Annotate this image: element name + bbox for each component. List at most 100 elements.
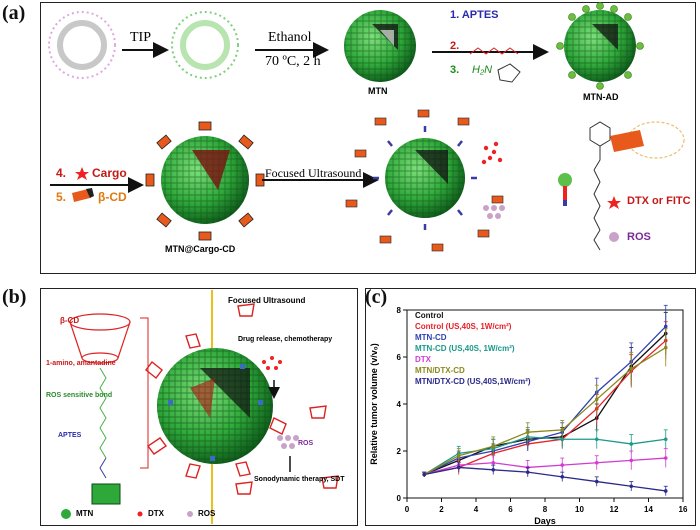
- x-tick-label: 14: [644, 505, 653, 514]
- series-line: [424, 457, 666, 476]
- beta-cd-icon: [72, 188, 94, 202]
- data-point: [491, 468, 496, 472]
- data-point: [525, 470, 530, 474]
- aptes-chain: [99, 457, 107, 479]
- fus-label-b: Focused Ultrasound: [228, 296, 306, 305]
- condition-label: 70 ºC, 2 h: [265, 54, 321, 69]
- ethanol-label: Ethanol: [268, 30, 312, 45]
- legend-entry: DTX: [415, 355, 432, 364]
- y-tick-label: 2: [397, 447, 402, 456]
- released-stars-b: [262, 356, 282, 370]
- aptes-label: APTES: [58, 432, 82, 439]
- fus-label-a: Focused Ultrasound: [265, 166, 362, 180]
- legend-entry: MTN-CD: [415, 333, 447, 342]
- x-tick-label: 12: [610, 505, 619, 514]
- y-tick-label: 4: [397, 400, 402, 409]
- mtn-sphere: [344, 10, 416, 82]
- panel-b-tag: (b): [2, 286, 27, 308]
- legend-ros-a: ROS: [627, 231, 651, 243]
- legend-mtn-icon: [61, 509, 71, 519]
- step-4-label: Cargo: [92, 166, 127, 180]
- data-point: [422, 472, 427, 477]
- data-point: [456, 465, 461, 470]
- x-tick-label: 0: [405, 505, 410, 514]
- legend-mtn-label: MTN: [76, 509, 94, 518]
- reagent-2-structure: [469, 47, 519, 55]
- legend-ros-icon: [609, 232, 619, 242]
- bcd-bracket: [140, 317, 149, 469]
- data-point: [491, 444, 496, 449]
- legend-star-icon: [607, 196, 621, 209]
- reagent-1: 1. APTES: [450, 9, 499, 21]
- data-point: [663, 456, 668, 460]
- data-point: [663, 345, 668, 350]
- step-5: 5.: [56, 190, 67, 204]
- x-tick-label: 8: [543, 505, 548, 514]
- data-point: [663, 489, 668, 493]
- x-tick-label: 16: [679, 505, 688, 514]
- legend-entry: MTN-CD (US,40S, 1W/cm²): [415, 344, 515, 353]
- data-point: [560, 463, 565, 467]
- drug-release-label: Drug release, chemotherapy: [238, 336, 333, 343]
- released-ros-dots: [483, 205, 505, 219]
- ros-dots-b: [277, 435, 299, 449]
- cargo-star-icon: [75, 167, 89, 180]
- free-beta-cd-icons: [345, 109, 504, 252]
- legend-entry: MTN/DTX-CD: [415, 366, 465, 375]
- data-point: [629, 442, 634, 446]
- data-point: [629, 484, 634, 489]
- bcd-cone-outline: [69, 313, 131, 364]
- bcd-label: β-CD: [60, 316, 80, 325]
- data-point: [594, 460, 599, 465]
- panel-c-tag: (c): [365, 286, 388, 308]
- sdt-label: Sonodynamic therapy, SDT: [254, 476, 345, 483]
- mtn-cargo-label: MTN@Cargo-CD: [165, 244, 236, 254]
- mtn-label: MTN: [368, 86, 388, 96]
- data-point: [629, 458, 634, 463]
- series-line: [423, 436, 666, 476]
- released-cones: [235, 303, 339, 495]
- data-point: [594, 479, 599, 484]
- mtn-ad-label: MTN-AD: [583, 92, 619, 102]
- panel-b-diagram: [61, 290, 339, 524]
- micelle-pink: [48, 11, 116, 79]
- mtn-cargo-cd-sphere: [145, 121, 265, 241]
- drug-loaded-sphere: [145, 333, 287, 479]
- linker-cd-block: [610, 130, 644, 152]
- tip-label: TIP: [130, 30, 151, 45]
- legend-dtx-label: DTX: [148, 509, 164, 518]
- x-tick-label: 4: [474, 505, 479, 514]
- step-4: 4.: [56, 166, 67, 180]
- x-tick-label: 6: [508, 505, 513, 514]
- panel-a-diagram: [48, 2, 685, 252]
- x-axis-label: Days: [534, 516, 556, 526]
- mtn-ad-sphere: [556, 2, 644, 90]
- panel-c: [365, 288, 696, 526]
- data-point: [594, 437, 599, 442]
- linker-structure: [589, 121, 611, 251]
- panel-a-tag: (a): [2, 2, 26, 24]
- series-line: [424, 340, 667, 476]
- series-line: [424, 466, 666, 492]
- y-tick-label: 6: [397, 353, 402, 362]
- released-drug-stars: [481, 141, 503, 165]
- reagent-3-structure: [497, 63, 521, 83]
- legend-ros-label-b: ROS: [198, 509, 216, 518]
- legend-entry: MTN/DTX-CD (US,40S,1W/cm²): [415, 377, 531, 386]
- micelle-green: [171, 11, 239, 79]
- released-sphere: [373, 126, 477, 230]
- series-line: [423, 325, 667, 476]
- ros-bond-chain: [99, 367, 107, 459]
- data-point: [525, 430, 530, 434]
- step-5-label: β-CD: [98, 190, 127, 204]
- reagent-2: 2.: [450, 40, 460, 52]
- tumor-volume-chart: 0 2 4 6 8 10 12 14 16 0 2 4 6 8 Days Relative tumor vol…: [369, 304, 688, 526]
- amine-label: 1-amino, amantadine: [46, 360, 116, 367]
- linker-mtn-dot: [558, 173, 572, 206]
- y-tick-label: 8: [397, 306, 402, 315]
- data-point: [663, 437, 668, 442]
- data-point: [456, 453, 461, 458]
- y-tick-label: 0: [397, 494, 402, 503]
- data-point: [491, 460, 496, 465]
- silica-block: [91, 483, 121, 505]
